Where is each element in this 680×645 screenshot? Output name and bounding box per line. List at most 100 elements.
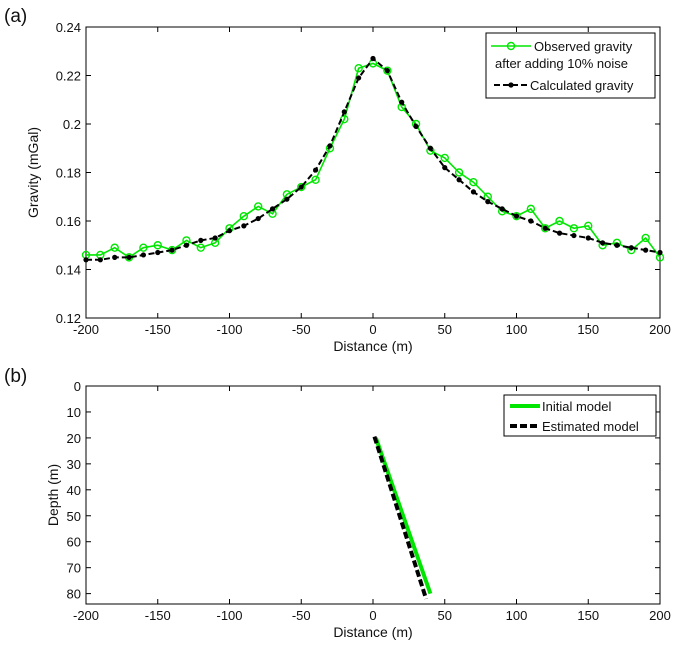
y-axis-label: Depth (m) (45, 464, 61, 526)
x-tick-label: 0 (369, 608, 376, 623)
data-point (97, 257, 103, 263)
x-tick-label: -50 (292, 322, 311, 337)
x-tick-label: 0 (369, 322, 376, 337)
data-point (571, 232, 577, 239)
legend-label: Observed gravity (534, 39, 633, 54)
data-point (399, 99, 405, 105)
data-point (226, 228, 233, 234)
y-tick-label: 0.14 (56, 263, 81, 278)
x-tick-label: 150 (577, 322, 599, 337)
data-point (513, 213, 520, 219)
data-point (454, 168, 464, 177)
data-point (585, 235, 591, 241)
data-point (139, 243, 148, 252)
panel-a: -200 -150 -100 -50 0 50 100 150 200 0.12 0.14 0.16 0… (4, 6, 671, 354)
data-point (239, 211, 249, 221)
y-tick-label: 0.24 (56, 20, 81, 35)
data-point (384, 68, 390, 74)
legend-label: Initial model (542, 399, 611, 414)
data-point (354, 64, 363, 73)
data-point (641, 233, 650, 243)
data-point (126, 254, 132, 260)
data-point (153, 241, 162, 250)
x-tick-label: 50 (438, 322, 452, 337)
data-point (313, 167, 319, 173)
x-tick-label: -150 (145, 322, 171, 337)
data-point (657, 249, 663, 256)
y-axis-label: Gravity (mGal) (25, 127, 41, 218)
model-line (373, 437, 433, 595)
data-point (569, 224, 579, 233)
series-line (86, 62, 661, 259)
data-point (298, 184, 304, 190)
data-point (512, 211, 521, 221)
legend-label: Estimated model (542, 419, 639, 434)
data-point (485, 199, 491, 205)
x-tick-label: -200 (73, 608, 99, 623)
data-point (469, 177, 478, 187)
y-tick-label: 0.18 (56, 166, 81, 181)
data-point (183, 242, 190, 248)
legend-marker (508, 82, 514, 88)
data-point (284, 196, 290, 202)
x-tick-label: -50 (292, 608, 311, 623)
data-point (198, 237, 204, 243)
x-axis-label: Distance (m) (333, 624, 412, 640)
data-point (196, 243, 206, 252)
data-point (555, 216, 564, 226)
data-point (311, 175, 320, 184)
y-tick-label: 40 (67, 483, 81, 498)
data-point (112, 254, 118, 260)
data-point (327, 143, 333, 149)
x-tick-label: 100 (506, 608, 528, 623)
legend-marker (506, 41, 516, 51)
data-point (541, 224, 550, 233)
data-point (110, 243, 119, 252)
legend-label: after adding 10% noise (495, 56, 628, 71)
model-line (372, 436, 429, 600)
data-point (526, 204, 536, 214)
y-tick-label: 0 (74, 379, 81, 394)
y-tick-label: 0.12 (56, 311, 81, 326)
panel-b: -200 -150 -100 -50 0 50 100 150 200 0 10 20 30 40 50 60… (4, 366, 671, 640)
x-tick-label: 200 (649, 608, 671, 623)
data-point (255, 215, 261, 222)
data-point (241, 223, 247, 229)
y-tick-label: 20 (67, 431, 81, 446)
data-point (470, 189, 477, 195)
data-point (427, 145, 433, 151)
data-point (169, 247, 175, 253)
y-tick-label: 50 (67, 509, 81, 524)
data-point (628, 245, 634, 251)
data-point (269, 206, 276, 212)
y-tick-label: 0.2 (63, 117, 81, 132)
x-tick-label: -150 (145, 608, 171, 623)
data-point (413, 123, 419, 130)
y-tick-label: 80 (67, 587, 81, 602)
x-tick-label: 100 (506, 322, 528, 337)
data-point (356, 75, 362, 81)
y-tick-label: 0.22 (56, 69, 81, 84)
data-point (440, 153, 449, 163)
legend: Observed gravity after adding 10% noise Ca… (485, 32, 656, 99)
data-point (140, 252, 146, 258)
data-point (370, 55, 376, 62)
data-point (528, 218, 534, 224)
y-tick-label: 10 (67, 405, 81, 420)
data-point (600, 240, 606, 246)
data-point (584, 221, 593, 231)
legend: Initial model Estimated model (503, 394, 657, 437)
panel-label: (b) (4, 366, 27, 387)
x-axis-label: Distance (m) (333, 338, 412, 354)
x-tick-label: -100 (216, 608, 242, 623)
y-tick-label: 0.16 (56, 214, 81, 229)
data-point (254, 202, 263, 211)
panel-label: (a) (4, 6, 27, 27)
data-point (456, 177, 462, 183)
data-point (212, 235, 218, 241)
data-point (297, 182, 306, 192)
x-tick-label: 150 (577, 608, 599, 623)
y-tick-label: 60 (67, 535, 81, 550)
